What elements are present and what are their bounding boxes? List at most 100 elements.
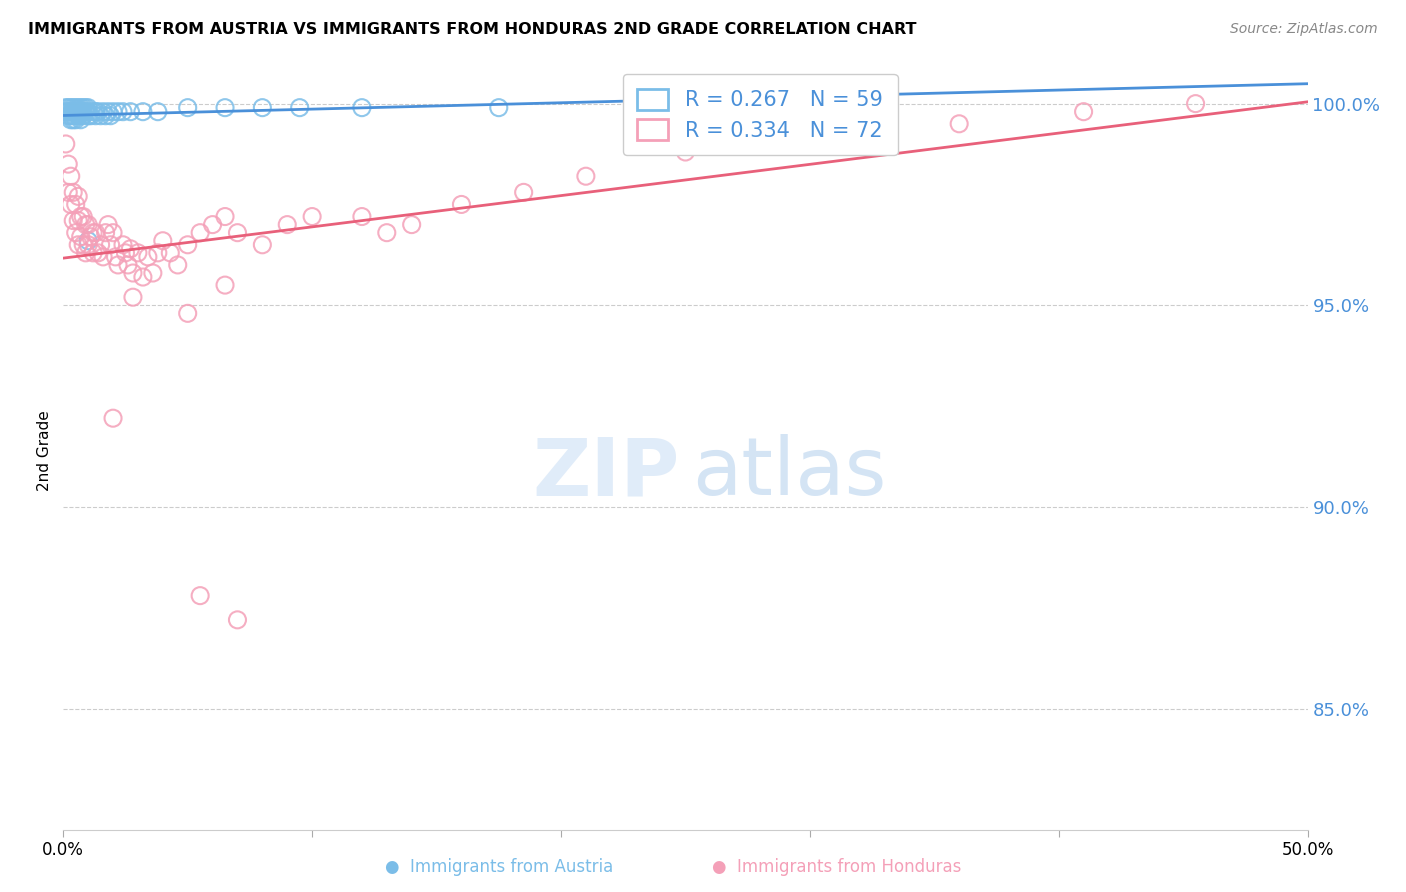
Point [87, 104, 110, 119]
Point [117, 258, 139, 272]
Point [65, 104, 87, 119]
Text: IMMIGRANTS FROM AUSTRIA VS IMMIGRANTS FROM HONDURAS 2ND GRADE CORRELATION CHART: IMMIGRANTS FROM AUSTRIA VS IMMIGRANTS FR… [28, 22, 917, 37]
Point [67, 101, 90, 115]
Point [375, 226, 398, 240]
Point [675, 145, 697, 159]
Point [288, 101, 311, 115]
Point [72, 237, 94, 252]
Point [100, 109, 122, 123]
Point [136, 250, 159, 264]
Point [75, 245, 97, 260]
Point [69, 210, 91, 224]
Point [58, 104, 80, 119]
Point [201, 218, 224, 232]
Point [59, 197, 82, 211]
Point [62, 186, 84, 200]
Point [188, 226, 211, 240]
Point [214, 210, 236, 224]
Point [94, 226, 117, 240]
Point [214, 278, 236, 293]
Point [91, 104, 114, 119]
Point [58, 157, 80, 171]
Point [65, 101, 87, 115]
Legend: R = 0.267   N = 59, R = 0.334   N = 72: R = 0.267 N = 59, R = 0.334 N = 72 [623, 74, 897, 155]
Y-axis label: 2nd Grade: 2nd Grade [37, 410, 52, 491]
Point [94, 109, 117, 123]
Point [82, 104, 104, 119]
Point [873, 104, 896, 119]
Point [65, 104, 87, 119]
Point [65, 197, 87, 211]
Point [450, 197, 472, 211]
Point [59, 169, 82, 184]
Text: atlas: atlas [692, 434, 886, 512]
Point [100, 237, 122, 252]
Point [79, 109, 101, 123]
Point [79, 229, 101, 244]
Point [84, 226, 107, 240]
Point [120, 104, 142, 119]
Point [101, 104, 124, 119]
Point [177, 306, 200, 320]
Point [58, 109, 80, 123]
Point [152, 234, 174, 248]
Point [226, 613, 249, 627]
Point [301, 210, 323, 224]
Point [62, 213, 84, 227]
Text: ●  Immigrants from Austria: ● Immigrants from Austria [385, 858, 613, 876]
Text: Source: ZipAtlas.com: Source: ZipAtlas.com [1230, 22, 1378, 37]
Point [72, 210, 94, 224]
Point [90, 237, 112, 252]
Point [132, 270, 155, 285]
Point [84, 104, 107, 119]
Point [101, 411, 124, 425]
Point [62, 112, 84, 127]
Point [55, 101, 77, 115]
Point [146, 104, 169, 119]
Point [575, 169, 598, 184]
Point [55, 136, 77, 151]
Point [799, 128, 821, 143]
Point [55, 104, 77, 119]
Point [62, 109, 84, 123]
Text: ●  Immigrants from Honduras: ● Immigrants from Honduras [711, 858, 962, 876]
Point [65, 109, 87, 123]
Point [77, 237, 100, 252]
Point [69, 112, 91, 127]
Point [72, 109, 94, 123]
Point [111, 104, 134, 119]
Point [252, 237, 274, 252]
Point [59, 112, 82, 127]
Point [122, 266, 145, 280]
Point [120, 242, 142, 256]
Point [75, 101, 97, 115]
Text: ZIP: ZIP [531, 434, 679, 512]
Point [101, 226, 124, 240]
Point [159, 245, 181, 260]
Point [59, 109, 82, 123]
Point [75, 104, 97, 119]
Point [111, 237, 134, 252]
Point [177, 237, 200, 252]
Point [77, 109, 100, 123]
Point [97, 104, 120, 119]
Point [107, 258, 129, 272]
Point [1184, 96, 1206, 111]
Point [127, 245, 149, 260]
Point [97, 218, 120, 232]
Point [107, 104, 129, 119]
Point [91, 250, 114, 264]
Point [59, 101, 82, 115]
Point [67, 104, 90, 119]
Point [90, 109, 112, 123]
Point [77, 218, 100, 232]
Point [122, 290, 145, 304]
Point [401, 218, 423, 232]
Point [214, 101, 236, 115]
Point [114, 245, 136, 260]
Point [488, 101, 510, 115]
Point [67, 104, 90, 119]
Point [67, 237, 90, 252]
Point [59, 104, 82, 119]
Point [226, 226, 249, 240]
